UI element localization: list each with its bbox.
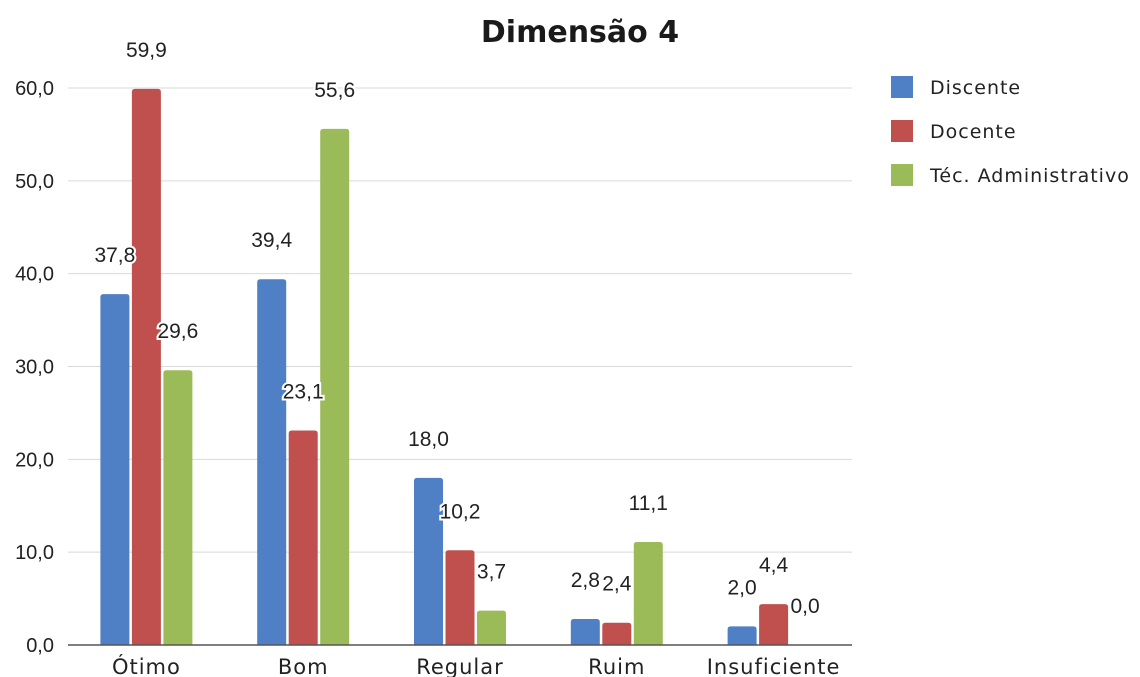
y-tick-label: 10,0 [15,542,54,564]
data-label: 37,8 [94,244,135,267]
bar-t-c-administrativo-3 [633,541,663,645]
legend-label: Discente [930,77,1021,99]
data-label: 29,6 [157,320,198,343]
bars [100,88,789,645]
y-tick-label: 20,0 [15,449,54,471]
data-label: 10,2 [440,500,481,523]
data-labels: 37,859,929,639,423,155,618,010,23,7 2,8 2,… [92,37,821,620]
bar-discente-4 [727,626,757,645]
data-label: 18,0 [408,428,449,451]
bar-discente-3 [570,619,600,645]
x-tick-label: Insuficiente [707,655,841,677]
bar-docente-0 [131,88,161,645]
y-axis-ticks: 0,0 10,0 20,0 30,0 40,0 50,0 60,0 [15,78,54,657]
bar-docente-3 [602,622,632,645]
data-label: 59,9 [126,39,167,62]
data-label: 11,1 [629,492,668,515]
data-label: 39,4 [251,229,292,252]
bar-docente-2 [445,550,475,645]
y-tick-label: 40,0 [15,264,54,286]
data-label: 2,8 [571,569,600,592]
bar-docente-4 [759,604,789,645]
legend: Discente Docente Téc. Administrativo [891,76,1130,187]
bar-t-c-administrativo-2 [477,610,506,645]
bar-docente-1 [288,430,318,645]
x-tick-label: Ruim [588,655,645,677]
y-tick-label: 0,0 [26,635,54,657]
bar-discente-0 [100,294,130,645]
legend-label: Téc. Administrativo [929,165,1130,187]
x-tick-label: Regular [416,655,504,677]
y-tick-label: 30,0 [15,357,54,379]
legend-label: Docente [930,121,1017,143]
data-label: 2,4 [602,573,632,596]
legend-swatch [891,76,913,98]
data-label: 3,7 [477,561,506,584]
data-label: 23,1 [283,381,324,404]
data-label: 55,6 [314,79,355,102]
chart-title: Dimensão 4 [481,15,679,50]
y-tick-label: 60,0 [15,78,54,100]
data-label: 0,0 [790,595,819,618]
bar-discente-2 [414,477,443,645]
legend-swatch [891,120,913,142]
bar-discente-1 [257,279,287,645]
y-tick-label: 50,0 [15,171,54,193]
data-label: 2,0 [727,576,756,599]
legend-swatch [891,164,913,186]
data-label: 4,4 [759,554,789,577]
bar-t-c-administrativo-0 [163,370,193,645]
x-axis-ticks: Ótimo Bom Regular Ruim Insuficiente [112,654,841,677]
bar-t-c-administrativo-1 [320,128,350,645]
x-tick-label: Bom [278,655,329,677]
gridlines [68,87,852,553]
x-tick-label: Ótimo [112,654,181,677]
